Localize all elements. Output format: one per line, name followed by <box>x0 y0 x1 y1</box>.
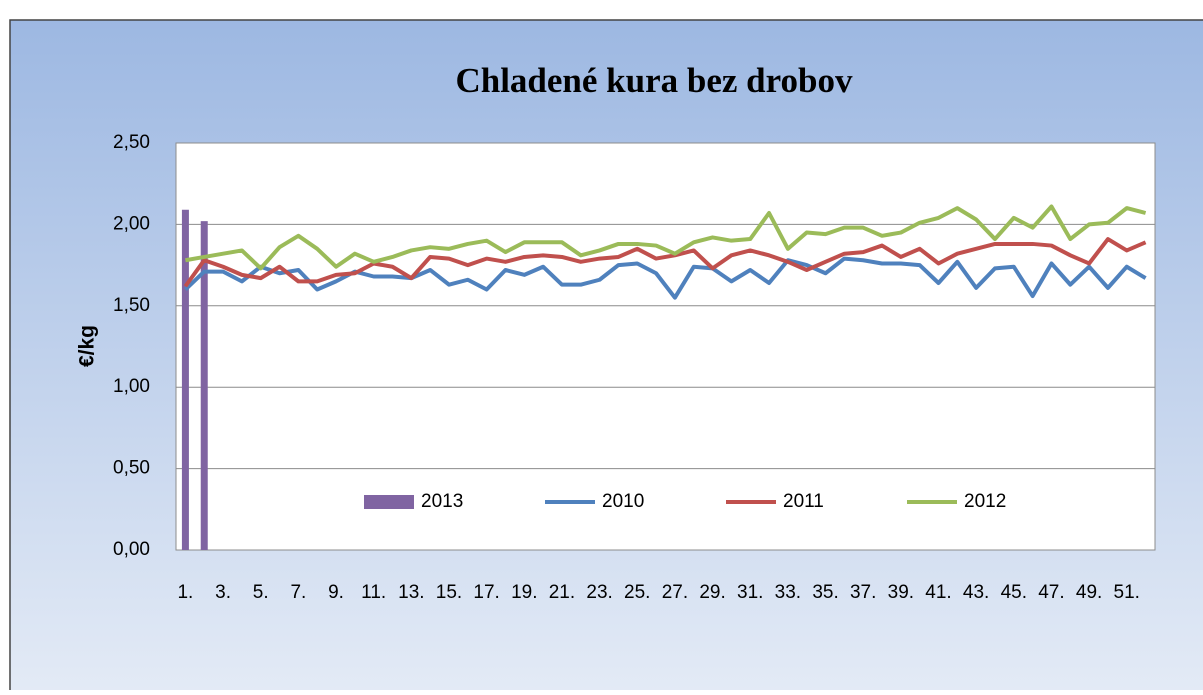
x-tick-label: 25. <box>624 582 650 603</box>
x-tick-label: 45. <box>1001 582 1027 603</box>
y-tick-label: 2,00 <box>113 213 150 234</box>
plot-area <box>175 142 1156 551</box>
x-tick-label: 41. <box>925 582 951 603</box>
x-tick-label: 33. <box>775 582 801 603</box>
y-tick-label: 2,50 <box>113 132 150 153</box>
y-tick-label: 1,00 <box>113 376 150 397</box>
x-tick-label: 37. <box>850 582 876 603</box>
legend-label: 2010 <box>602 491 644 512</box>
legend-swatch <box>364 495 414 509</box>
x-tick-label: 11. <box>361 582 386 603</box>
y-tick-label: 0,50 <box>113 458 150 479</box>
x-tick-label: 43. <box>963 582 989 603</box>
x-tick-label: 49. <box>1076 582 1102 603</box>
chart-title: Chladené kura bez drobov <box>455 61 853 100</box>
x-tick-label: 3. <box>215 582 231 603</box>
legend-label: 2012 <box>964 491 1006 512</box>
line-series <box>183 237 1147 288</box>
x-tick-label: 9. <box>328 582 344 603</box>
x-tick-label: 21. <box>549 582 575 603</box>
line-series <box>185 204 1147 271</box>
bar <box>181 209 189 551</box>
x-tick-label: 1. <box>177 582 193 603</box>
x-tick-label: 7. <box>290 582 306 603</box>
x-tick-label: 13. <box>398 582 424 603</box>
legend-label: 2013 <box>421 491 463 512</box>
x-tick-label: 19. <box>511 582 537 603</box>
x-tick-label: 35. <box>812 582 838 603</box>
x-tick-label: 39. <box>888 582 914 603</box>
x-tick-label: 15. <box>436 582 462 603</box>
x-tick-label: 17. <box>473 582 499 603</box>
y-tick-label: 0,00 <box>113 539 150 560</box>
x-tick-label: 29. <box>699 582 725 603</box>
x-tick-label: 51. <box>1114 582 1140 603</box>
bar <box>200 221 208 551</box>
y-axis-label: €/kg <box>76 325 99 367</box>
x-tick-label: 47. <box>1038 582 1064 603</box>
legend-label: 2011 <box>783 491 824 512</box>
y-tick-label: 1,50 <box>113 295 150 316</box>
line-series <box>184 256 1147 300</box>
x-tick-label: 5. <box>253 582 269 603</box>
x-tick-label: 31. <box>737 582 763 603</box>
x-tick-label: 27. <box>662 582 688 603</box>
x-tick-label: 23. <box>586 582 612 603</box>
